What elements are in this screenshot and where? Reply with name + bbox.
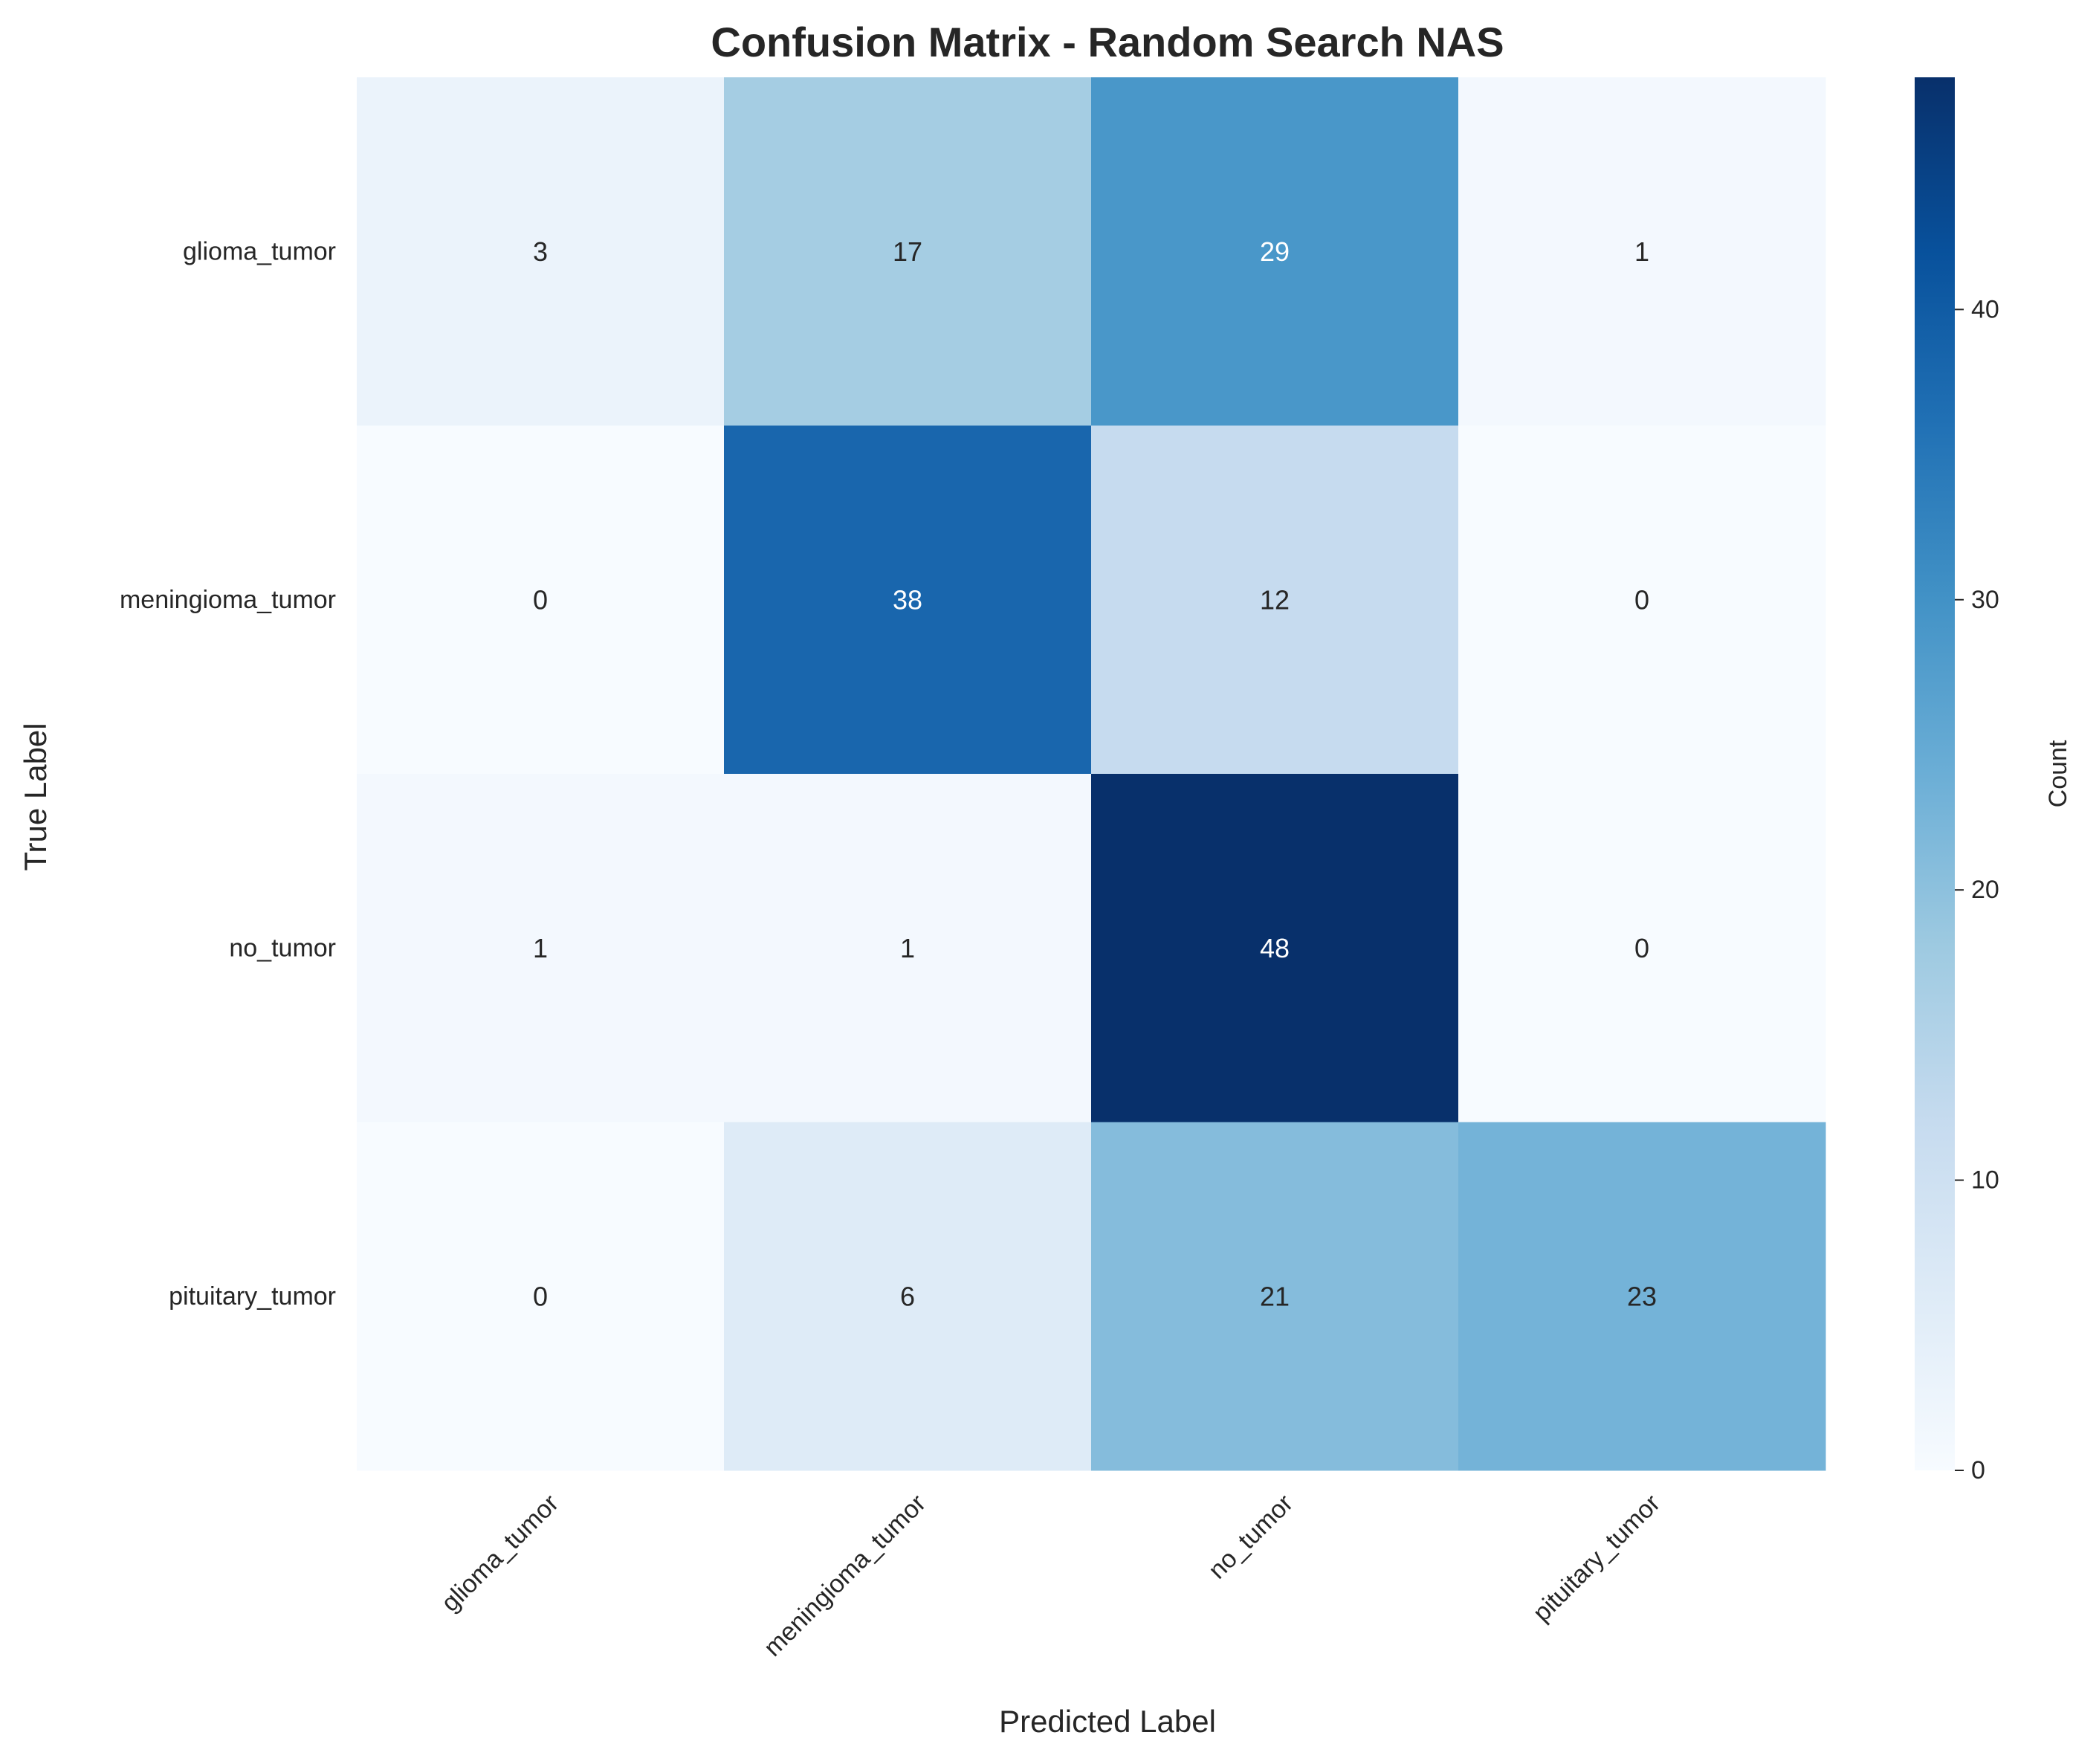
cell-value-label: 0 <box>1634 933 1649 963</box>
cell-value-label: 1 <box>1634 236 1649 267</box>
y-axis-label: True Label <box>18 723 53 870</box>
cell-value-label: 0 <box>533 584 548 615</box>
cell-value-label: 12 <box>1260 584 1290 615</box>
heatmap-cell <box>1458 1122 1826 1471</box>
heatmap-cell <box>724 1122 1092 1471</box>
y-tick-label: pituitary_tumor <box>169 1282 336 1311</box>
y-tick-label: meningioma_tumor <box>120 586 336 614</box>
cell-value-label: 0 <box>533 1281 548 1311</box>
cell-value-label: 0 <box>1634 584 1649 615</box>
heatmap-cell <box>357 1122 725 1471</box>
y-axis-tick-labels: glioma_tumor meningioma_tumor no_tumorpitu… <box>120 237 336 1311</box>
y-tick-label: no_tumor <box>229 934 336 962</box>
cell-value-label: 29 <box>1260 236 1290 267</box>
x-axis-tick-labels: glioma_tumor meningioma_tumor no_tumor pitu… <box>436 1489 1666 1662</box>
colorbar-tick-label: 20 <box>1971 876 1999 904</box>
cell-value-label: 3 <box>533 236 548 267</box>
heatmap-cell <box>724 425 1092 775</box>
x-tick-label: glioma_tumor <box>436 1489 564 1618</box>
heatmap-cell <box>357 774 725 1122</box>
cell-value-label: 6 <box>900 1281 915 1311</box>
heatmap-cell <box>1091 77 1459 426</box>
colorbar <box>1915 77 1955 1470</box>
heatmap-cell <box>724 77 1092 426</box>
heatmap-cell <box>1091 425 1459 775</box>
heatmap-cell-labels: 3 17 29 1 0 38 12 0 1 1 48 0 0 6 21 23 <box>533 236 1657 1312</box>
cell-value-label: 48 <box>1260 933 1290 963</box>
heatmap-cell <box>1458 774 1826 1122</box>
colorbar-tick-label: 0 <box>1971 1456 1985 1484</box>
x-tick-label: pituitary_tumor <box>1527 1489 1666 1627</box>
heatmap-cell <box>357 77 725 426</box>
heatmap-cell <box>1458 425 1826 775</box>
heatmap-cell <box>357 425 725 775</box>
colorbar-ticks: 0 10 20 30 40 <box>1955 295 1999 1484</box>
cell-value-label: 38 <box>893 584 922 615</box>
colorbar-tick-label: 40 <box>1971 295 1999 323</box>
colorbar-tick-label: 10 <box>1971 1166 1999 1195</box>
x-tick-label: no_tumor <box>1203 1489 1298 1584</box>
heatmap-cell <box>1091 1122 1459 1471</box>
heatmap-cell <box>1091 774 1459 1122</box>
y-tick-label: glioma_tumor <box>183 237 336 265</box>
x-tick-label: meningioma_tumor <box>758 1489 931 1662</box>
x-axis-label: Predicted Label <box>999 1704 1216 1739</box>
cell-value-label: 21 <box>1260 1281 1290 1311</box>
colorbar-tick-label: 30 <box>1971 586 1999 614</box>
cell-value-label: 17 <box>893 236 922 267</box>
cell-value-label: 1 <box>533 933 548 963</box>
heatmap-cell <box>1458 77 1826 426</box>
chart-title: Confusion Matrix - Random Search NAS <box>711 19 1504 65</box>
cell-value-label: 1 <box>900 933 915 963</box>
cell-value-label: 23 <box>1627 1281 1657 1311</box>
heatmap-cell <box>724 774 1092 1122</box>
heatmap-cells <box>357 77 1826 1471</box>
colorbar-label: Count <box>2044 740 2072 807</box>
